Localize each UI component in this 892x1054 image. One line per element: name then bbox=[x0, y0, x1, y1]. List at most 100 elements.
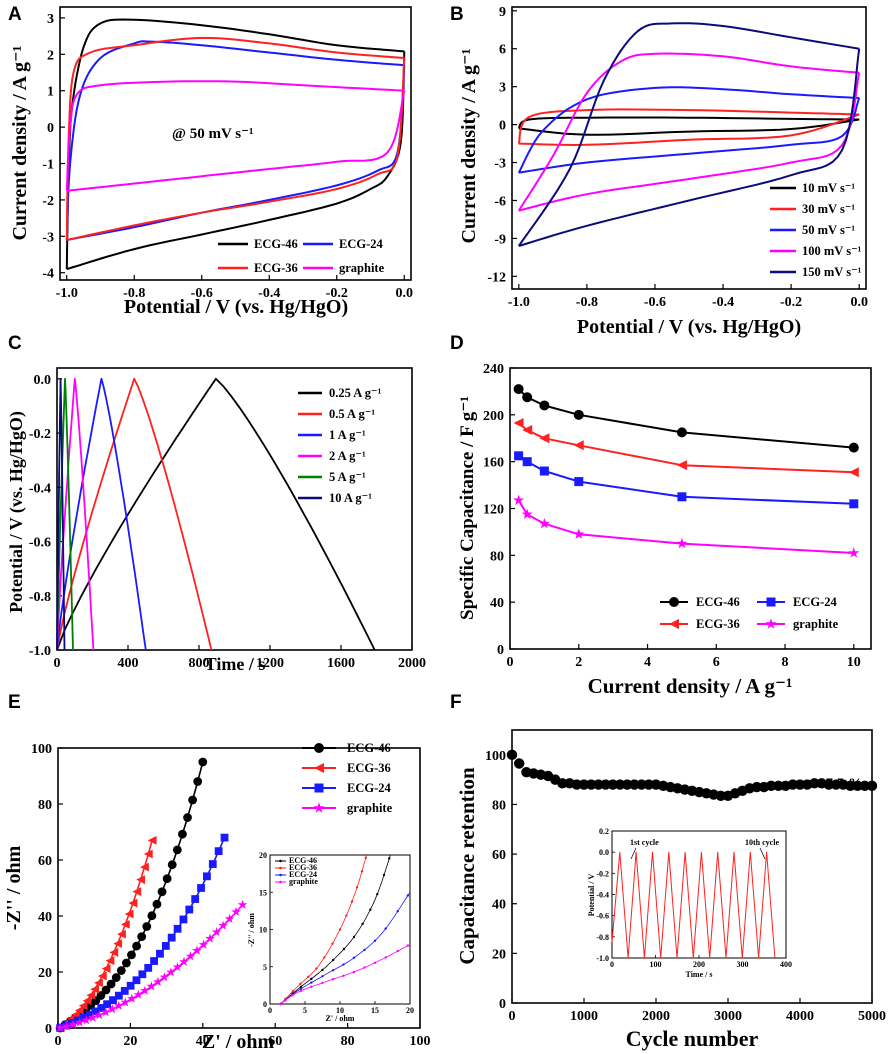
data-point-graphite bbox=[159, 972, 170, 982]
legend-entry: ECG-46 bbox=[347, 741, 391, 755]
inset-y-tick-label: -0.2 bbox=[596, 869, 609, 878]
y-tick-label: 3 bbox=[47, 12, 54, 27]
data-point-ECG-36 bbox=[109, 948, 119, 957]
legend-marker bbox=[765, 618, 777, 629]
legend-entry: 1 A g⁻¹ bbox=[329, 428, 366, 442]
x-tick-label: 400 bbox=[118, 656, 139, 671]
data-point-graphite bbox=[107, 1004, 118, 1014]
retention-point bbox=[614, 779, 626, 790]
inset-point-ECG-36 bbox=[291, 990, 295, 993]
y-tick-label: 80 bbox=[490, 549, 504, 564]
x-tick-label: -1.0 bbox=[56, 286, 78, 301]
data-point-ECG-36 bbox=[143, 849, 153, 859]
inset-point-ECG-24 bbox=[342, 963, 345, 966]
cv-curve-ECG-36 bbox=[65, 36, 405, 241]
legend-marker bbox=[314, 743, 324, 753]
cv-curve-ECG-24 bbox=[66, 65, 406, 241]
inset-y-tick-label: -0.6 bbox=[596, 912, 609, 921]
y-tick-label: 100 bbox=[31, 742, 52, 757]
inset-point-ECG-46 bbox=[388, 857, 391, 860]
plot-frame bbox=[511, 729, 873, 1004]
x-tick-label: 100 bbox=[410, 1034, 431, 1049]
gcd-curve-0.5 A g⁻¹ bbox=[56, 377, 213, 651]
data-point-ECG-46 bbox=[106, 979, 116, 989]
inset-point-graphite bbox=[342, 974, 345, 977]
inset-y-tick-label: 20 bbox=[259, 851, 267, 860]
y-tick-label: -0.6 bbox=[29, 536, 51, 551]
inset-line-ECG-46 bbox=[280, 854, 391, 1005]
data-point-ECG-24 bbox=[849, 499, 859, 509]
inset-legend-entry: graphite bbox=[289, 877, 318, 886]
inset-y-tick-label: 0 bbox=[263, 1000, 267, 1009]
legend-entry: 5 A g⁻¹ bbox=[329, 470, 366, 484]
data-point-ECG-36 bbox=[539, 433, 550, 444]
inset-x-tick-label: 0 bbox=[268, 1006, 272, 1015]
data-point-ECG-46 bbox=[142, 922, 152, 931]
data-point-ECG-24 bbox=[109, 996, 117, 1005]
inset-y-tick-label: 0.2 bbox=[599, 827, 609, 836]
retention-point bbox=[766, 780, 777, 792]
data-point-graphite bbox=[94, 1010, 105, 1020]
legend-entry: ECG-36 bbox=[254, 261, 298, 275]
plot-frame bbox=[56, 367, 413, 651]
panel-label-D: D bbox=[450, 333, 464, 354]
data-point-ECG-24 bbox=[173, 924, 182, 933]
data-point-graphite bbox=[521, 508, 533, 519]
y-tick-label: 120 bbox=[483, 503, 504, 518]
legend-entry: 0.5 A g⁻¹ bbox=[329, 407, 375, 421]
retention-point bbox=[629, 779, 640, 790]
inset-last-cycle-label: 10th cycle bbox=[745, 838, 779, 847]
y-tick-label: 0 bbox=[499, 997, 506, 1012]
y-tick-label: 20 bbox=[38, 966, 52, 981]
y-tick-label: -3 bbox=[42, 230, 54, 245]
data-point-graphite bbox=[205, 933, 215, 943]
inset-point-ECG-36 bbox=[315, 967, 318, 970]
inset-point-ECG-24 bbox=[321, 975, 324, 978]
data-point-graphite bbox=[179, 956, 189, 966]
panel-label-A: A bbox=[8, 4, 22, 25]
y-tick-label: -12 bbox=[487, 270, 506, 285]
legend-entry: ECG-24 bbox=[793, 595, 838, 609]
legend-entry: graphite bbox=[793, 617, 839, 631]
y-tick-label: -0.4 bbox=[29, 481, 51, 496]
data-point-ECG-24 bbox=[185, 905, 194, 914]
inset-legend-marker bbox=[279, 880, 282, 884]
inset-point-graphite bbox=[321, 981, 324, 985]
data-point-graphite bbox=[172, 962, 183, 972]
y-tick-label: -4 bbox=[42, 267, 54, 282]
retention-point bbox=[514, 758, 525, 769]
data-point-ECG-24 bbox=[191, 895, 200, 903]
x-tick-label: 0.0 bbox=[850, 295, 868, 310]
inset-point-graphite bbox=[373, 961, 377, 964]
data-point-ECG-46 bbox=[178, 829, 187, 839]
legend-entry: ECG-24 bbox=[339, 237, 384, 251]
legend-marker bbox=[766, 597, 776, 607]
x-tick-label: -0.4 bbox=[712, 295, 734, 310]
y-tick-label: 6 bbox=[499, 43, 506, 58]
y-tick-label: 40 bbox=[38, 910, 52, 925]
inset-x-tick-label: 15 bbox=[371, 1006, 379, 1015]
inset-point-ECG-46 bbox=[310, 977, 313, 981]
inset-point-ECG-36 bbox=[331, 942, 334, 945]
panel-a: A -1.0 -0.8 -0.6 -0.4 -0.2 0.0 -4 -3 -2 -1 0 1 2 3 Pote… bbox=[8, 4, 413, 318]
data-point-ECG-46 bbox=[152, 899, 162, 909]
y-tick-label: -1 bbox=[42, 158, 54, 173]
panel-d: D 0 2 4 6 8 10 0 40 80 120 160 200 240 Current density… bbox=[450, 333, 872, 698]
x-tick-label: 0 bbox=[54, 656, 61, 671]
data-point-graphite bbox=[146, 981, 157, 991]
data-point-ECG-24 bbox=[79, 1013, 88, 1022]
inset-point-graphite bbox=[291, 994, 294, 997]
gcd-curve-1 A g⁻¹ bbox=[56, 377, 147, 651]
legend-entry: 10 A g⁻¹ bbox=[329, 491, 372, 505]
x-tick-label: 6 bbox=[713, 655, 720, 670]
data-point-ECG-24 bbox=[161, 942, 170, 950]
data-point-ECG-24 bbox=[574, 477, 584, 487]
inset-point-ECG-36 bbox=[323, 956, 326, 959]
x-tick-label: 4000 bbox=[786, 1009, 814, 1024]
inset-point-ECG-46 bbox=[352, 935, 356, 939]
data-point-ECG-36 bbox=[128, 898, 138, 908]
data-point-ECG-24 bbox=[220, 833, 229, 842]
data-point-ECG-46 bbox=[116, 966, 126, 975]
retention-point bbox=[809, 778, 820, 789]
